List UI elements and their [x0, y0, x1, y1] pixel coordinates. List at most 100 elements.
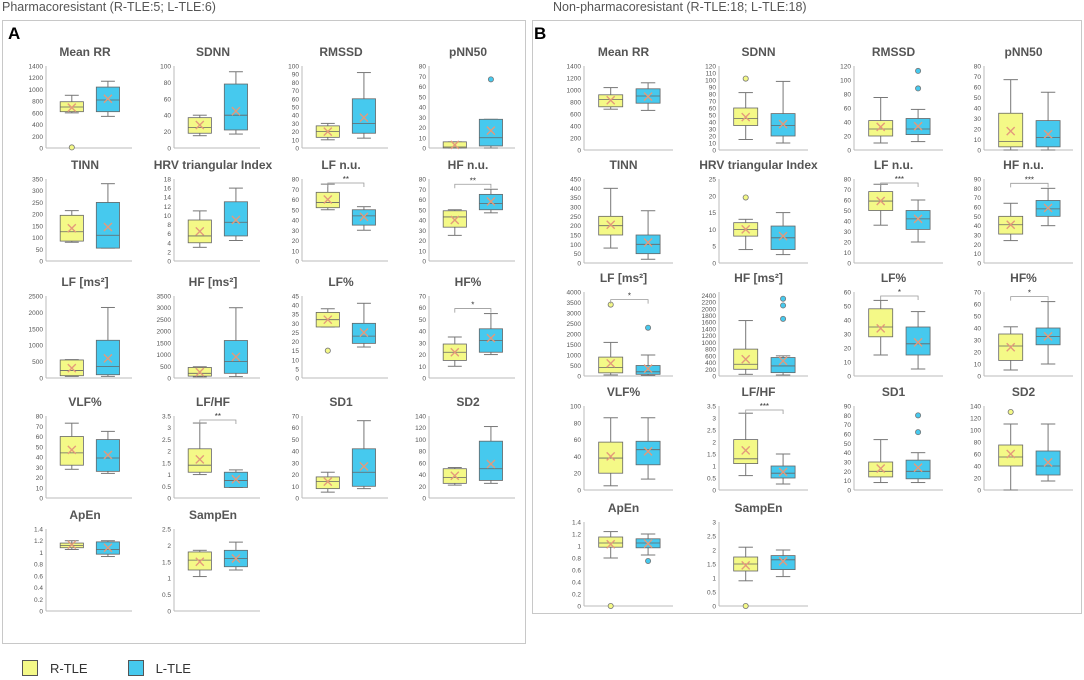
y-tick-label: 1800 — [702, 313, 717, 320]
box-r-tle — [315, 471, 340, 493]
chart-a-hf: HF% 0 10 20 30 40 50 60 70 * — [419, 275, 515, 383]
box-r-tle — [598, 301, 624, 376]
chart-b-sampen: SampEn 0 0.5 1 1.5 2 2.5 3 — [707, 501, 808, 611]
y-tick-label: 120 — [705, 64, 716, 71]
box-r-tle — [187, 114, 212, 137]
y-tick-label: 20 — [974, 476, 982, 483]
y-tick-label: 800 — [32, 99, 43, 106]
y-tick-label: 0 — [577, 148, 581, 155]
y-tick-label: 3500 — [157, 294, 172, 301]
box-l-tle — [351, 206, 376, 231]
y-tick-label: 1 — [167, 472, 171, 479]
iqr-box — [998, 444, 1024, 467]
y-tick-label: 120 — [840, 64, 851, 71]
y-tick-label: 200 — [705, 367, 716, 374]
y-tick-label: 1.4 — [34, 527, 43, 534]
y-tick-label: 40 — [419, 472, 427, 479]
mean-marker — [643, 364, 653, 374]
y-tick-label: 20 — [292, 339, 300, 346]
y-tick-label: 250 — [32, 200, 43, 207]
box-l-tle — [95, 183, 120, 249]
y-tick-label: 0 — [712, 261, 716, 268]
y-tick-label: 140 — [415, 414, 426, 421]
mean-marker — [450, 215, 460, 225]
y-tick-label: 1400 — [702, 326, 717, 333]
box-l-tle — [770, 80, 796, 144]
chart-b-lf: LF% 0 10 20 30 40 50 60 * — [844, 271, 943, 381]
y-tick-label: 150 — [570, 233, 581, 240]
mean-marker — [323, 315, 333, 325]
y-tick-label: 70 — [292, 414, 300, 421]
mean-marker — [741, 560, 751, 570]
y-tick-label: 450 — [570, 177, 581, 184]
y-tick-label: 20 — [292, 238, 300, 245]
chart-title: pNN50 — [1004, 45, 1042, 59]
y-tick-label: 60 — [164, 96, 172, 103]
mean-marker — [741, 224, 751, 234]
mean-marker — [643, 539, 653, 549]
y-tick-label: 0.4 — [34, 585, 43, 592]
mean-marker — [486, 126, 496, 136]
box-r-tle — [868, 439, 894, 484]
mean-marker — [778, 467, 788, 477]
box-r-tle — [998, 408, 1024, 491]
box-r-tle — [598, 187, 624, 249]
chart-a-tinn: TINN 0 50 100 150 200 250 300 350 — [32, 158, 132, 266]
box-r-tle — [733, 194, 759, 251]
y-tick-label: 50 — [419, 317, 427, 324]
y-tick-label: 60 — [974, 205, 982, 212]
iqr-box — [223, 201, 248, 237]
y-tick-label: 30 — [709, 127, 717, 134]
outlier-point — [324, 347, 331, 354]
y-tick-label: 500 — [160, 364, 171, 371]
y-tick-label: 20 — [709, 193, 717, 200]
y-tick-label: 20 — [419, 125, 427, 132]
y-tick-label: 2500 — [157, 317, 172, 324]
y-tick-label: 0 — [295, 146, 299, 153]
y-tick-label: 3000 — [157, 305, 172, 312]
chart-b-pnn50: pNN50 0 10 20 30 40 50 60 70 80 — [974, 45, 1073, 155]
outlier-point — [915, 412, 922, 419]
mean-marker — [103, 222, 113, 232]
y-tick-label: 2000 — [702, 306, 717, 313]
y-tick-label: 0 — [977, 148, 981, 155]
y-tick-label: 1.5 — [162, 559, 171, 566]
box-l-tle — [478, 313, 503, 356]
y-tick-label: 60 — [974, 452, 982, 459]
mean-marker — [359, 461, 369, 471]
chart-a-lf-n-u: LF n.u. 0 10 20 30 40 50 60 70 80 ** — [292, 158, 388, 266]
y-tick-label: 100 — [570, 242, 581, 249]
y-tick-label: 70 — [974, 74, 982, 81]
chart-a-hrv-triangular-index: HRV triangular Index 0 2 4 6 8 10 12 14 16 18 — [154, 158, 273, 266]
y-tick-label: 0.5 — [707, 590, 716, 597]
y-tick-label: 120 — [970, 416, 981, 423]
y-tick-label: 0.5 — [162, 592, 171, 599]
box-l-tle — [351, 72, 376, 139]
y-tick-label: 0 — [712, 488, 716, 495]
y-tick-label: 20 — [419, 484, 427, 491]
box-l-tle — [223, 71, 248, 135]
y-tick-label: 30 — [36, 465, 44, 472]
y-tick-label: 2000 — [157, 329, 172, 336]
outlier-point — [645, 324, 652, 331]
significance-label: ** — [215, 412, 221, 421]
significance-label: * — [1028, 289, 1031, 298]
y-tick-label: 20 — [844, 346, 852, 353]
outlier-point — [607, 603, 614, 610]
y-tick-label: 0 — [167, 146, 171, 153]
y-tick-label: 1.2 — [34, 538, 43, 545]
y-tick-label: 1400 — [29, 64, 44, 71]
left-header: Pharmacoresistant (R-TLE:5; L-TLE:6) — [2, 0, 216, 14]
y-tick-label: 20 — [974, 242, 982, 249]
mean-marker — [323, 127, 333, 137]
y-tick-label: 0.2 — [572, 592, 581, 599]
y-tick-label: 20 — [292, 129, 300, 136]
iqr-box — [315, 476, 340, 490]
y-tick-label: 0 — [422, 146, 426, 153]
y-tick-label: 30 — [844, 332, 852, 339]
iqr-box — [635, 365, 661, 375]
box-l-tle — [635, 533, 661, 565]
mean-marker — [195, 367, 205, 377]
box-r-tle — [868, 299, 894, 356]
y-tick-label: 0.5 — [707, 476, 716, 483]
